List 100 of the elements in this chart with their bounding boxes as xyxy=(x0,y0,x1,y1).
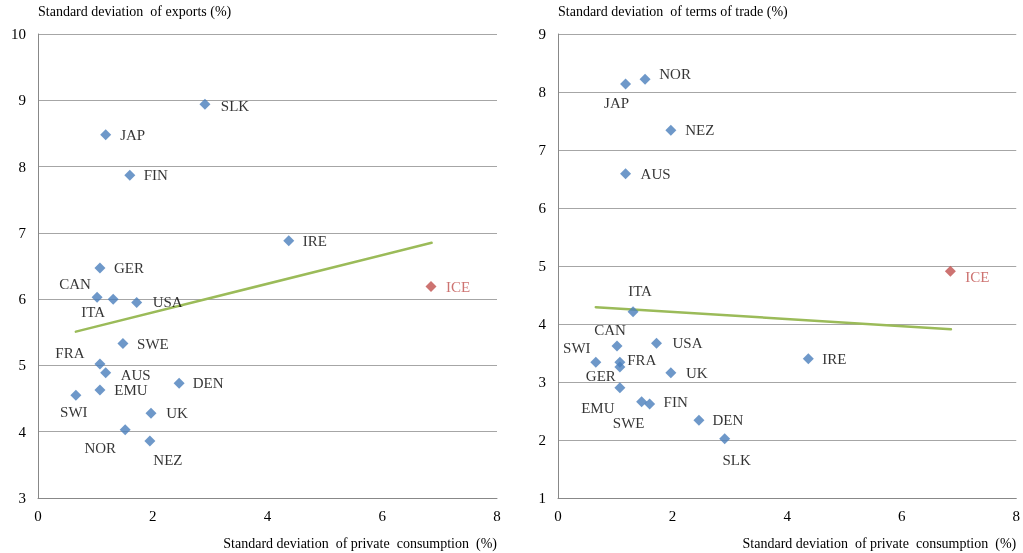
point xyxy=(94,384,106,396)
point xyxy=(651,337,663,349)
point xyxy=(693,414,705,426)
x-tick-label: 6 xyxy=(378,507,387,524)
annotation: ICE xyxy=(445,278,471,295)
point xyxy=(173,377,185,389)
point xyxy=(636,396,648,408)
annotation: SLK xyxy=(220,98,250,115)
point xyxy=(100,129,112,141)
point xyxy=(665,124,677,136)
y-tick-label: 6 xyxy=(18,291,27,308)
annotation: IRE xyxy=(822,350,847,367)
point xyxy=(665,367,677,379)
y-tick-label: 7 xyxy=(538,142,547,158)
annotation: IRE xyxy=(302,232,327,249)
x-tick-label: 6 xyxy=(897,507,906,524)
y-tick-label: 5 xyxy=(18,357,26,374)
x-tick-label: 2 xyxy=(149,507,157,524)
y-tick-label: 1 xyxy=(538,490,546,506)
point xyxy=(425,281,437,293)
y-axis-title: Standard deviation of terms of trade (%) xyxy=(558,3,789,20)
y-tick-label: 7 xyxy=(18,224,27,241)
annotation: ITA xyxy=(628,282,653,299)
x-tick-label: 4 xyxy=(783,507,792,524)
x-tick-label: 8 xyxy=(493,507,501,524)
annotation: CAN xyxy=(59,276,92,293)
point xyxy=(644,398,656,410)
annotation: SWI xyxy=(60,404,88,421)
point xyxy=(627,306,639,318)
annotation: EMU xyxy=(581,399,615,416)
annotation: SLK xyxy=(722,451,752,468)
annotation: ITA xyxy=(81,304,106,321)
annotation: DEN xyxy=(192,375,224,392)
y-tick-label: 4 xyxy=(18,423,27,440)
annotation: FRA xyxy=(55,345,85,362)
y-tick-label: 9 xyxy=(18,92,26,109)
point xyxy=(944,265,956,277)
y-tick-label: 6 xyxy=(538,200,547,216)
y-axis-title: Standard deviation of exports (%) xyxy=(38,3,232,20)
point xyxy=(70,389,82,401)
annotation: DEN xyxy=(712,412,744,429)
point xyxy=(590,356,602,368)
annotation: GER xyxy=(113,259,144,276)
y-tick-label: 3 xyxy=(538,374,546,390)
x-tick-label: 4 xyxy=(263,507,272,524)
y-tick-label: 3 xyxy=(18,490,26,506)
annotation: JAP xyxy=(120,126,146,143)
y-tick-label: 4 xyxy=(538,316,547,332)
point xyxy=(719,433,731,445)
annotation: AUS xyxy=(640,165,671,182)
x-tick-label: 0 xyxy=(554,507,562,524)
annotation: SWE xyxy=(612,414,645,431)
point xyxy=(611,340,623,352)
point xyxy=(124,169,136,181)
annotation: CAN xyxy=(594,322,626,339)
x-axis-title: Standard deviation of private consumption (%) xyxy=(742,535,1017,552)
point xyxy=(639,73,651,85)
annotation: SWE xyxy=(137,335,169,352)
x-tick-label: 2 xyxy=(668,507,677,524)
point xyxy=(91,291,103,303)
point xyxy=(614,361,626,373)
point xyxy=(620,78,632,90)
annotation: EMU xyxy=(114,381,148,398)
point xyxy=(100,367,112,379)
annotation: UK xyxy=(686,364,708,381)
annotation: GER xyxy=(585,367,616,384)
y-tick-label: 10 xyxy=(11,26,26,42)
point xyxy=(614,382,626,394)
point xyxy=(131,296,143,308)
annotation: SWI xyxy=(563,340,591,357)
x-tick-label: 8 xyxy=(1012,507,1020,524)
annotation: ICE xyxy=(965,269,990,286)
annotation: NEZ xyxy=(153,451,183,468)
point xyxy=(107,293,119,305)
point xyxy=(283,235,295,247)
point xyxy=(144,435,156,447)
annotation: NOR xyxy=(84,439,117,456)
annotation: USA xyxy=(672,335,703,352)
annotation: USA xyxy=(152,294,183,311)
annotation: UK xyxy=(166,405,189,422)
annotation: NOR xyxy=(659,66,691,83)
annotation: NEZ xyxy=(685,122,715,139)
point xyxy=(94,358,106,370)
y-tick-label: 9 xyxy=(538,26,546,42)
x-tick-label: 0 xyxy=(34,507,42,524)
x-axis-title: Standard deviation of private consumption (%) xyxy=(223,535,498,552)
point xyxy=(620,168,632,180)
annotation: FIN xyxy=(143,167,169,184)
y-tick-label: 8 xyxy=(18,158,26,175)
point xyxy=(199,98,211,110)
y-tick-label: 5 xyxy=(538,258,546,274)
annotation: JAP xyxy=(604,94,630,111)
point xyxy=(117,338,129,350)
y-tick-label: 8 xyxy=(538,84,546,100)
point xyxy=(145,407,157,419)
y-tick-label: 2 xyxy=(538,432,546,448)
point xyxy=(802,353,814,365)
point xyxy=(94,262,106,274)
annotation: FRA xyxy=(627,352,657,369)
annotation: AUS xyxy=(120,366,151,383)
